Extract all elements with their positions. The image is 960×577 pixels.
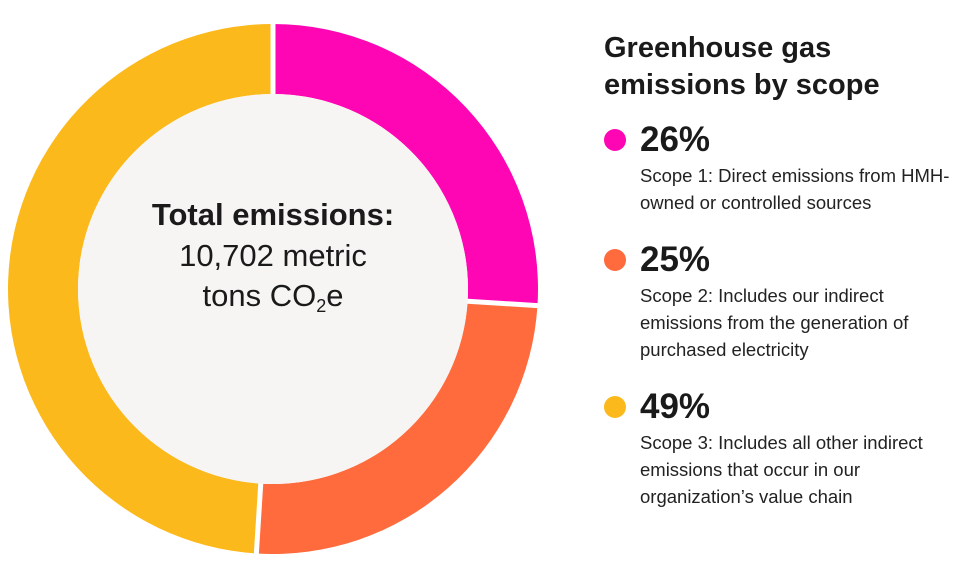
total-emissions-value-tail: e <box>326 278 344 313</box>
donut-chart <box>7 22 540 556</box>
legend-item-scope-1: 26% Scope 1: Direct emissions from HMH-o… <box>604 118 954 216</box>
legend-item-scope-2: 25% Scope 2: Includes our indirect emiss… <box>604 238 954 363</box>
scope-2-color-dot <box>604 249 626 271</box>
slice-separator <box>253 481 264 556</box>
scope-2-percent: 25% <box>640 240 711 279</box>
scope-1-description: Scope 1: Direct emissions from HMH-owned… <box>640 165 950 213</box>
legend-item-scope-3: 49% Scope 3: Includes all other indirect… <box>604 385 954 510</box>
scope-1-color-dot <box>604 129 626 151</box>
total-emissions-label: Total emissions: 10,702 metric tons CO2e <box>150 196 396 326</box>
chart-title: Greenhouse gas emissions by scope <box>604 32 880 101</box>
scope-3-description: Scope 3: Includes all other indirect emi… <box>640 432 923 507</box>
scope-3-percent: 49% <box>640 387 711 426</box>
total-emissions-value-main: 10,702 metric tons CO <box>179 238 367 313</box>
donut-center <box>78 94 468 484</box>
scope-2-description: Scope 2: Includes our indirect emissions… <box>640 285 909 360</box>
slice-separator <box>465 298 540 309</box>
total-emissions-title: Total emissions: <box>151 197 395 232</box>
scope-2-slice <box>256 301 538 554</box>
co2-subscript: 2 <box>316 296 327 316</box>
scope-3-color-dot <box>604 396 626 418</box>
legend: Greenhouse gas emissions by scope 26% Sc… <box>604 30 954 532</box>
scope-1-percent: 26% <box>640 120 711 159</box>
scope-3-slice <box>7 24 273 554</box>
total-emissions-value: 10,702 metric tons CO2e <box>150 236 396 326</box>
scope-1-slice <box>273 23 538 306</box>
